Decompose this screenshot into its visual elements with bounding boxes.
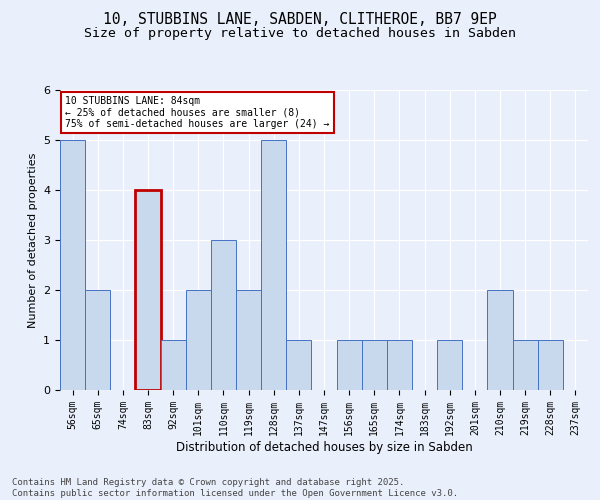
Bar	[136, 190, 161, 390]
Bar	[186, 290, 211, 390]
Text: Size of property relative to detached houses in Sabden: Size of property relative to detached ho…	[84, 28, 516, 40]
Text: 10, STUBBINS LANE, SABDEN, CLITHEROE, BB7 9EP: 10, STUBBINS LANE, SABDEN, CLITHEROE, BB…	[103, 12, 497, 28]
Bar	[211, 240, 236, 390]
Bar	[487, 290, 512, 390]
Bar	[161, 340, 186, 390]
Text: 10 STUBBINS LANE: 84sqm
← 25% of detached houses are smaller (8)
75% of semi-det: 10 STUBBINS LANE: 84sqm ← 25% of detache…	[65, 96, 329, 129]
Bar	[60, 140, 85, 390]
Bar	[387, 340, 412, 390]
Bar	[236, 290, 261, 390]
Bar	[362, 340, 387, 390]
Bar	[538, 340, 563, 390]
Bar	[512, 340, 538, 390]
Bar	[85, 290, 110, 390]
Bar	[437, 340, 462, 390]
Bar	[286, 340, 311, 390]
X-axis label: Distribution of detached houses by size in Sabden: Distribution of detached houses by size …	[176, 440, 472, 454]
Bar	[261, 140, 286, 390]
Bar	[337, 340, 362, 390]
Y-axis label: Number of detached properties: Number of detached properties	[28, 152, 38, 328]
Text: Contains HM Land Registry data © Crown copyright and database right 2025.
Contai: Contains HM Land Registry data © Crown c…	[12, 478, 458, 498]
